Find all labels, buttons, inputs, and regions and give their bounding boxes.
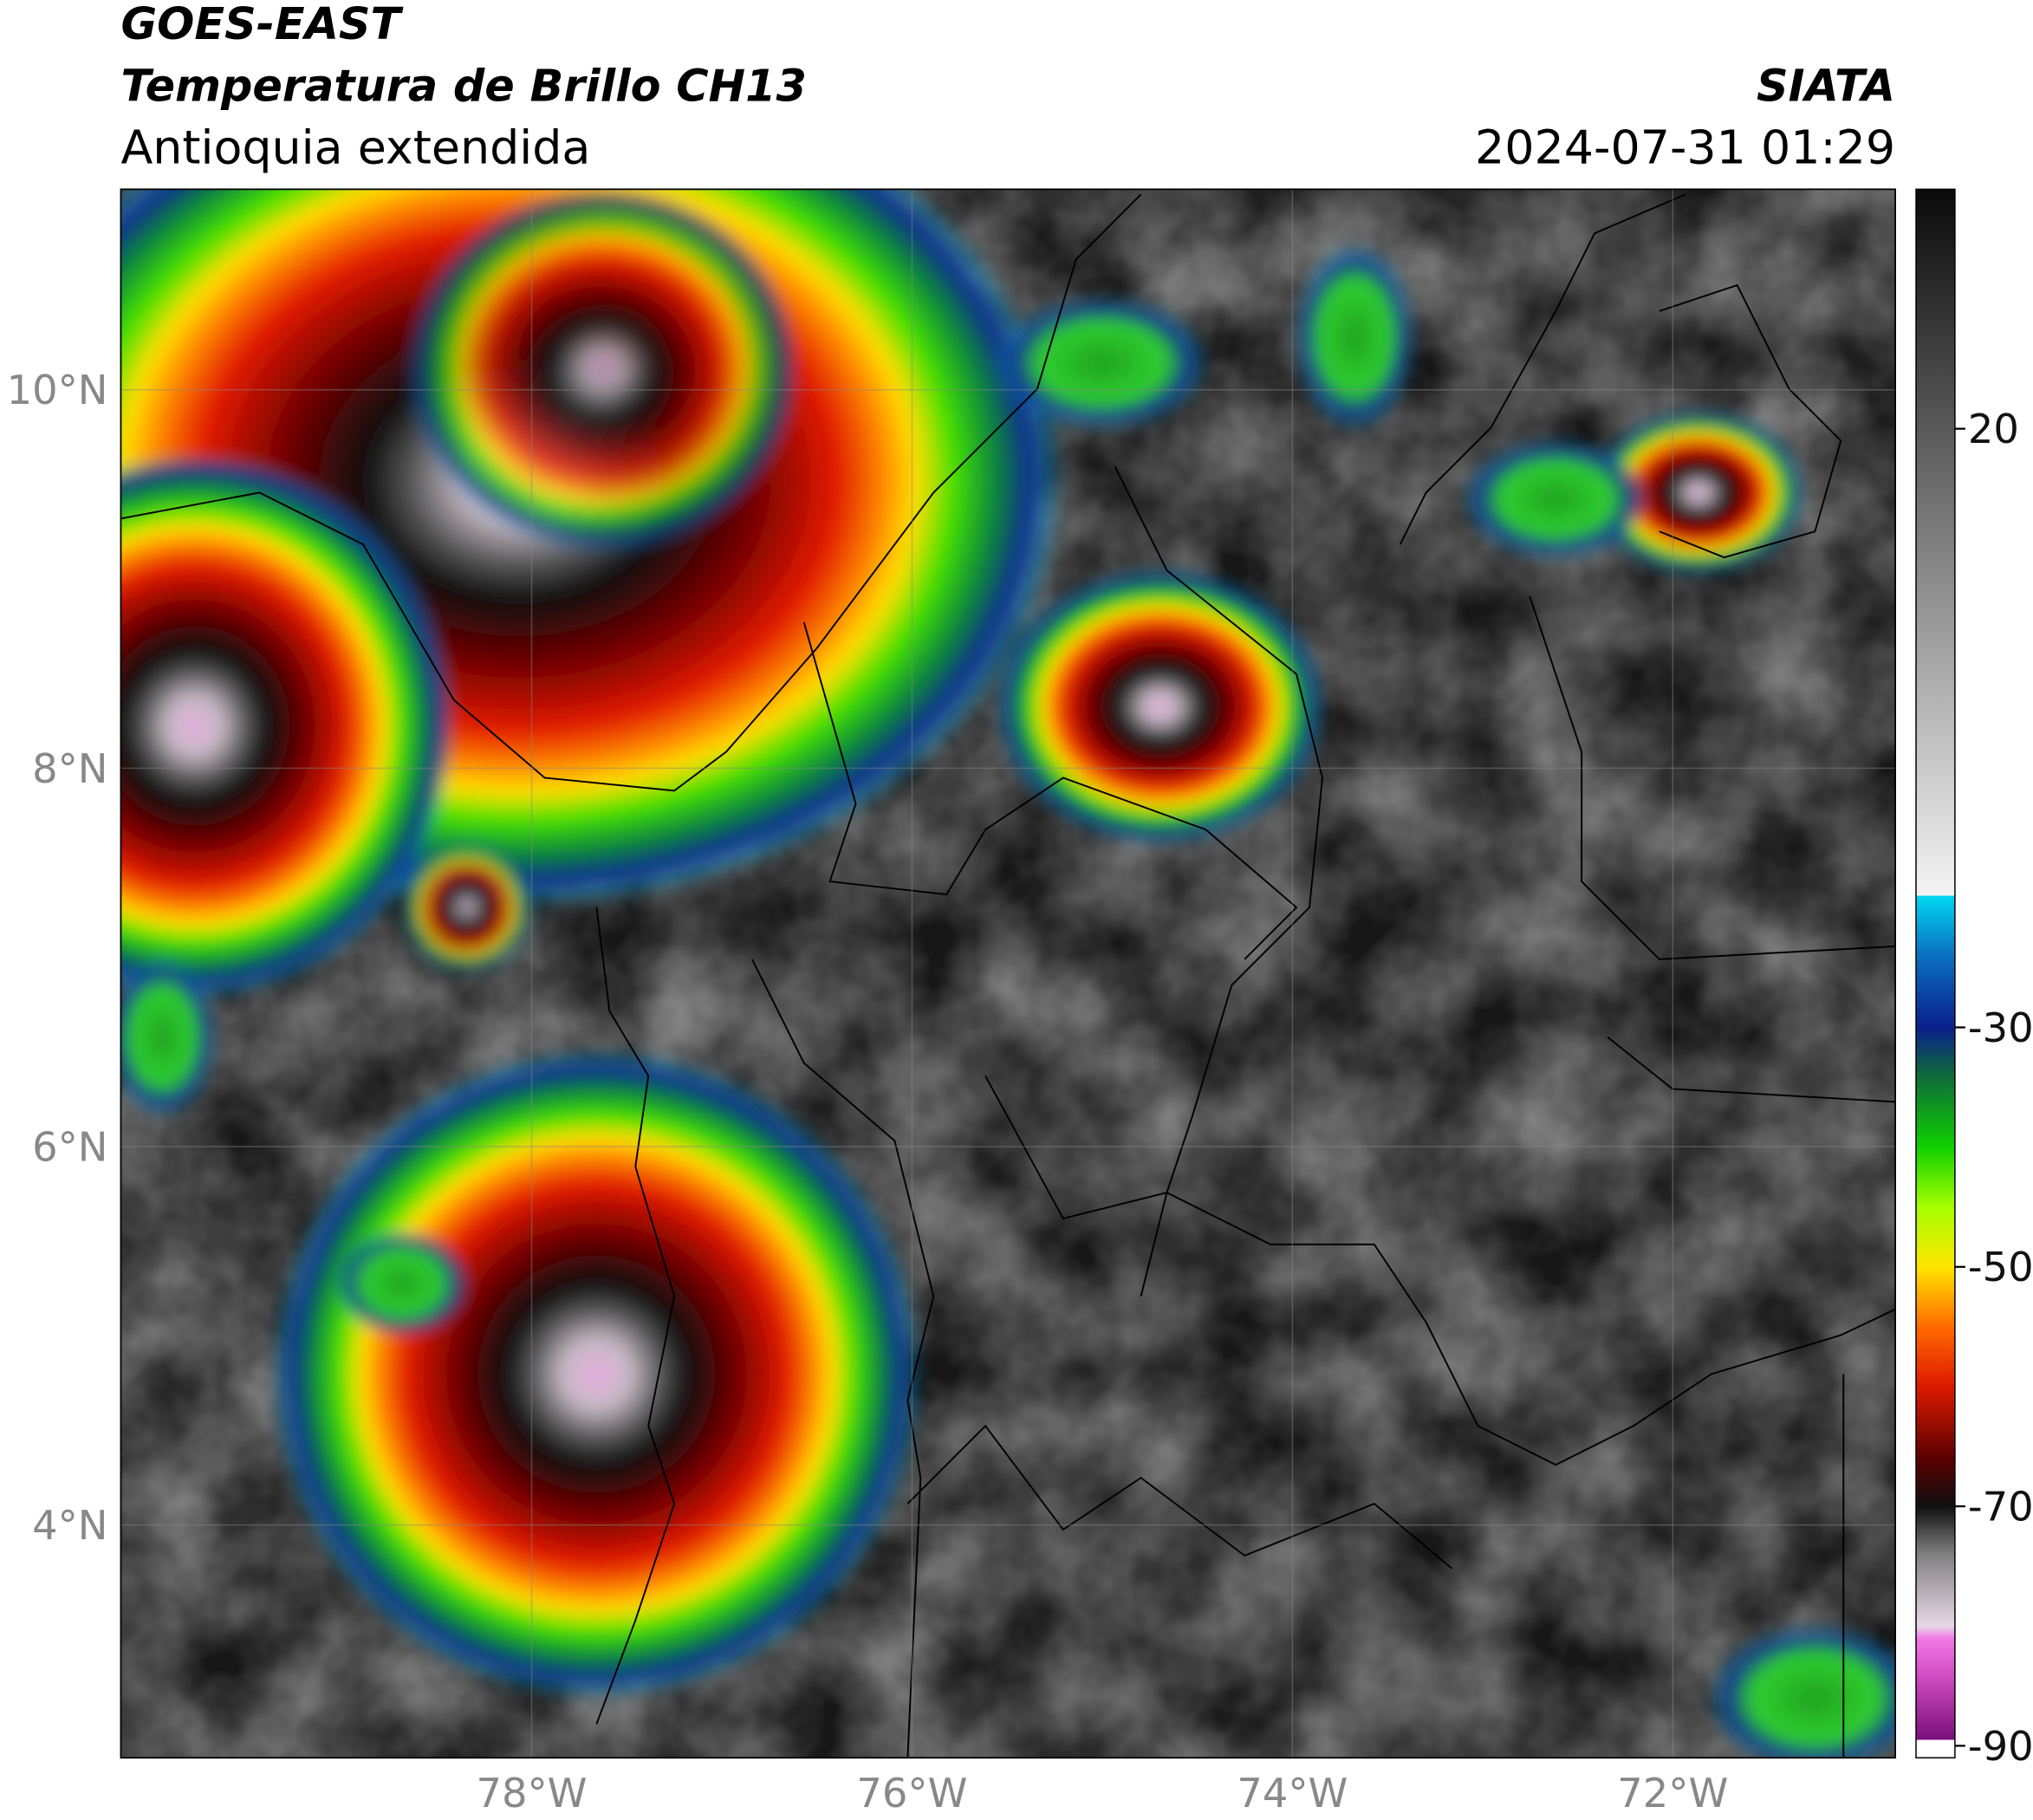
colorbar-tick-label: -30 [1968, 1004, 2033, 1051]
region: Antioquia extendida [120, 120, 590, 174]
datetime: 2024-07-31 01:29 [1475, 120, 1895, 174]
y-tick-label: 6°N [32, 1124, 107, 1171]
storms [120, 189, 1896, 1758]
colorbar-tick-label: -90 [1968, 1723, 2033, 1770]
x-tick-label: 72°W [1617, 1770, 1728, 1817]
colorbar-tick-label: -70 [1968, 1484, 2033, 1531]
map-imagery [120, 189, 1896, 1758]
x-tick-label: 78°W [476, 1770, 587, 1817]
borders [120, 193, 1896, 1758]
y-tick-label: 10°N [7, 367, 108, 413]
x-tick-label: 76°W [856, 1770, 967, 1817]
y-tick-label: 4°N [32, 1502, 107, 1549]
colorbar [1915, 188, 1956, 1758]
subtitle: Temperatura de Brillo CH13 [120, 61, 806, 112]
title: GOES-EAST [120, 0, 404, 49]
map-frame [120, 188, 1896, 1759]
y-tick-label: 8°N [32, 745, 107, 792]
graticule [120, 189, 1896, 1758]
source: SIATA [1757, 61, 1895, 112]
colorbar-tick-label: -50 [1968, 1244, 2033, 1290]
x-tick-label: 74°W [1237, 1770, 1348, 1817]
colorbar-tick-label: 20 [1968, 406, 2019, 452]
